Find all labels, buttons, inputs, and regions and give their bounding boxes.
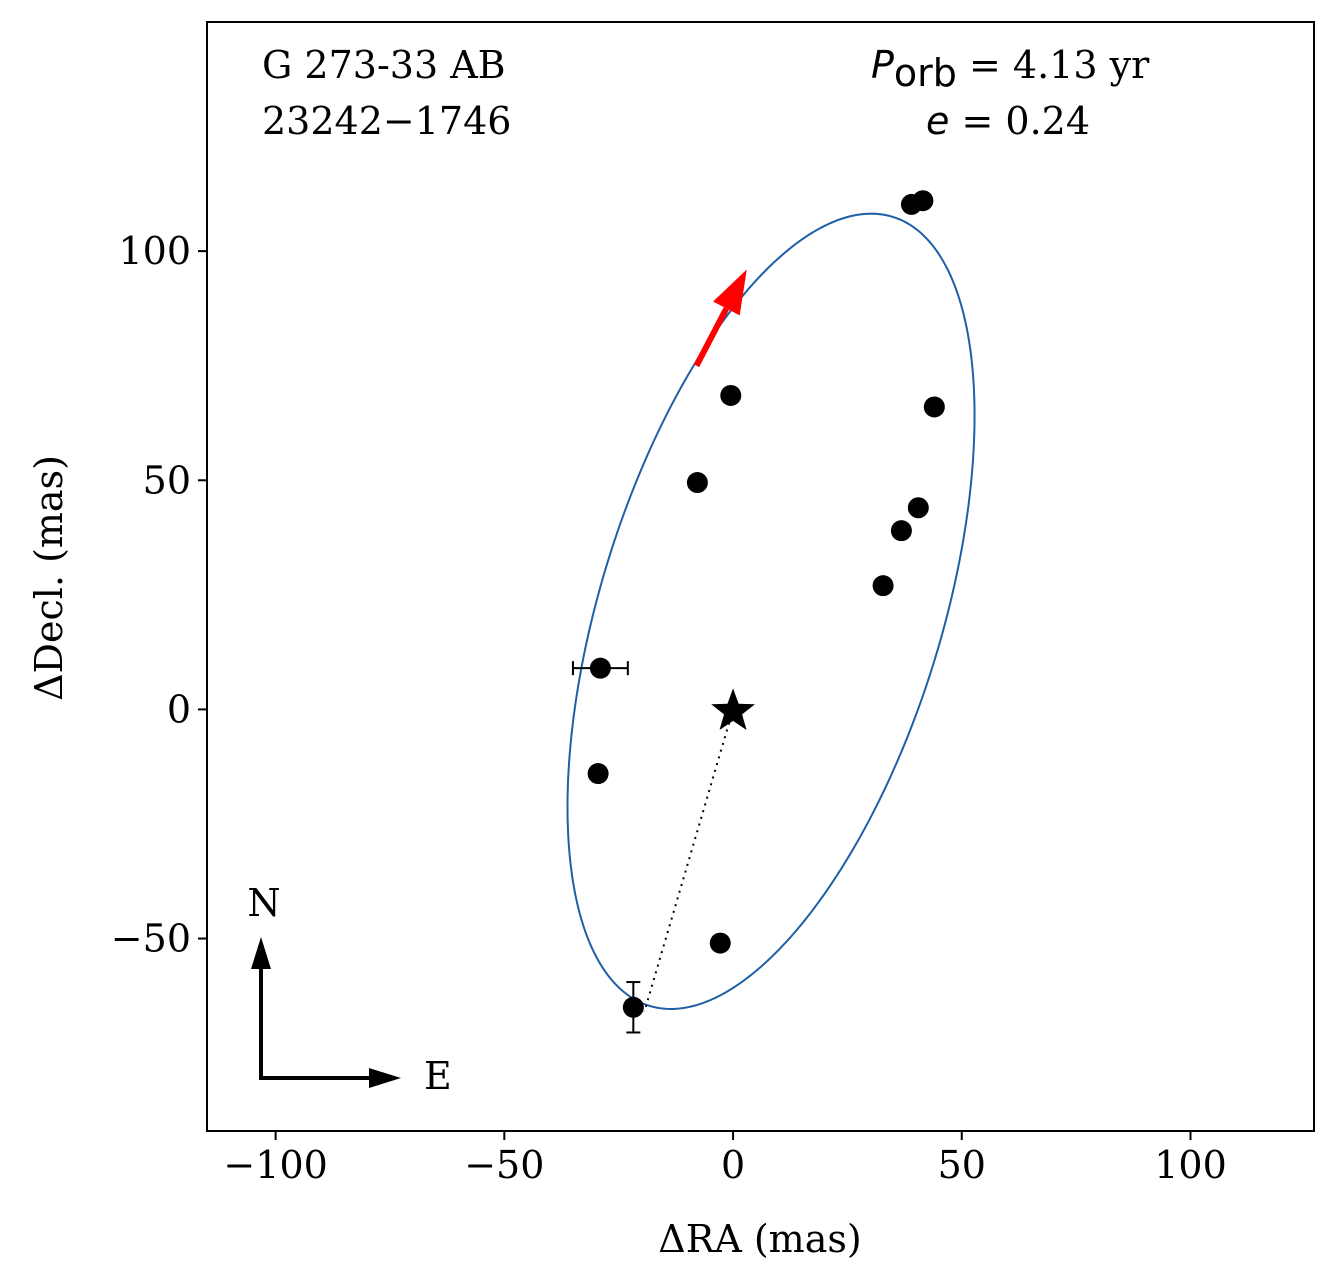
period-subscript: orb bbox=[894, 51, 957, 95]
measurement-point bbox=[587, 763, 609, 785]
primary-star-marker bbox=[711, 688, 755, 730]
orbit-ellipse bbox=[566, 212, 976, 1010]
direction-arrow-shaft bbox=[693, 307, 730, 368]
plot-background bbox=[207, 22, 1314, 1131]
north-label: N bbox=[247, 881, 280, 925]
measurement-point bbox=[720, 384, 742, 406]
period-symbol: P bbox=[871, 43, 894, 87]
measurement-points bbox=[571, 190, 945, 1034]
y-tick-label: −50 bbox=[111, 917, 191, 961]
measurement-point bbox=[890, 520, 912, 542]
y-axis-title: ΔDecl. (mas) bbox=[27, 455, 71, 701]
x-tick-label: −50 bbox=[464, 1143, 544, 1187]
measurement-point bbox=[686, 472, 708, 494]
period-annotation: Porb = 4.13 yr bbox=[871, 43, 1150, 95]
period-value: = 4.13 yr bbox=[957, 43, 1150, 87]
north-arrowhead bbox=[251, 937, 271, 969]
x-tick-label: 50 bbox=[938, 1143, 986, 1187]
east-arrowhead bbox=[369, 1068, 401, 1088]
plot-frame bbox=[206, 21, 1315, 1132]
measurement-point bbox=[923, 396, 945, 418]
measurement-point bbox=[709, 932, 731, 954]
east-label: E bbox=[424, 1054, 452, 1098]
x-tick-label: 0 bbox=[721, 1143, 745, 1187]
object-name: G 273-33 AB bbox=[262, 43, 506, 87]
measurement-point bbox=[872, 575, 894, 597]
wds-id: 23242−1746 bbox=[262, 99, 511, 143]
compass-rose: N E bbox=[247, 881, 451, 1098]
ecc-symbol: e bbox=[926, 99, 949, 143]
axis-ticks: −100 −50 0 50 100 −50 0 50 100 bbox=[111, 229, 1227, 1187]
x-tick-label: −100 bbox=[223, 1143, 327, 1187]
y-tick-label: 100 bbox=[118, 229, 191, 273]
x-tick-label: 100 bbox=[1154, 1143, 1227, 1187]
measurement-point bbox=[900, 193, 922, 215]
x-axis-title: ΔRA (mas) bbox=[658, 1217, 861, 1261]
measurement-point bbox=[907, 497, 929, 519]
y-tick-label: 50 bbox=[143, 458, 191, 502]
y-tick-label: 0 bbox=[167, 687, 191, 731]
measurement-point bbox=[589, 657, 611, 679]
direction-arrow-head bbox=[713, 269, 747, 316]
eccentricity-annotation: e = 0.24 bbox=[926, 99, 1090, 143]
measurement-point bbox=[622, 996, 644, 1018]
ecc-value: = 0.24 bbox=[949, 99, 1090, 143]
